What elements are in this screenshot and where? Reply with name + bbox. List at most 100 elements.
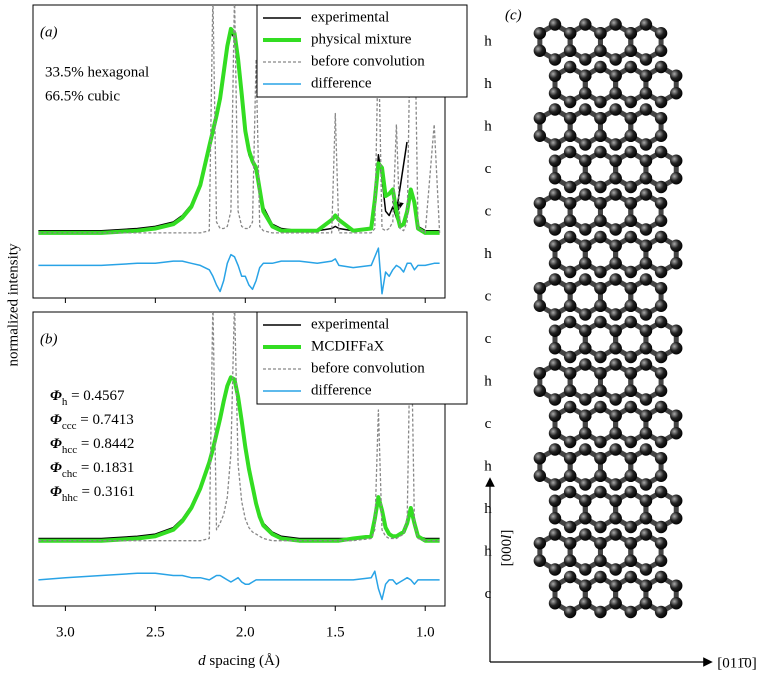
atom xyxy=(654,129,668,142)
atom xyxy=(579,308,592,321)
atom xyxy=(594,282,607,295)
parameter-subscript: hcc xyxy=(62,444,77,456)
atom xyxy=(654,485,668,499)
stacking-label: h xyxy=(484,76,492,92)
atom xyxy=(609,239,622,252)
atom xyxy=(654,282,668,295)
atom xyxy=(609,597,622,610)
atom xyxy=(594,367,607,380)
atom xyxy=(624,95,637,109)
x-tick-label: 3.0 xyxy=(56,624,75,640)
atom xyxy=(548,393,562,406)
atom xyxy=(639,154,653,167)
atom xyxy=(579,494,592,507)
atom xyxy=(548,579,562,592)
atom xyxy=(533,469,547,482)
axis-label: [011̄0] xyxy=(717,655,756,671)
atom xyxy=(594,129,607,142)
atom xyxy=(639,494,653,507)
atom xyxy=(579,239,592,252)
parameter-symbol: Φ xyxy=(50,484,62,500)
atom xyxy=(533,537,547,550)
atom xyxy=(609,478,622,491)
atom xyxy=(654,469,668,482)
parameter-subscript: h xyxy=(62,396,68,408)
atom xyxy=(654,112,668,125)
atom xyxy=(533,452,547,465)
atom xyxy=(609,494,622,507)
atom xyxy=(548,342,562,355)
atom xyxy=(548,18,562,31)
atom xyxy=(654,350,668,364)
annotation: 33.5% hexagonal xyxy=(45,64,149,80)
atom xyxy=(654,537,668,550)
atom xyxy=(548,223,562,236)
atom xyxy=(624,27,637,40)
parameter-subscript: ccc xyxy=(62,420,77,432)
parameter-value: = 0.1831 xyxy=(77,460,134,476)
atom xyxy=(548,478,562,491)
atom xyxy=(594,112,607,125)
atom xyxy=(670,69,683,82)
atom xyxy=(579,273,592,286)
atom xyxy=(563,554,577,567)
atom xyxy=(548,53,562,66)
atom xyxy=(639,308,653,321)
crystal-lattice xyxy=(533,18,683,619)
atom xyxy=(533,384,547,397)
atom xyxy=(639,103,653,116)
atom xyxy=(639,223,653,236)
atom xyxy=(548,528,562,541)
series-line xyxy=(38,375,440,543)
atom xyxy=(670,324,683,337)
atom xyxy=(548,257,562,270)
legend-label: difference xyxy=(311,75,372,91)
atom xyxy=(548,87,562,100)
atom xyxy=(639,358,653,371)
atom xyxy=(548,409,562,422)
atom xyxy=(609,53,622,66)
atom xyxy=(579,528,592,541)
legend-label: physical mixture xyxy=(311,31,412,47)
atom xyxy=(594,60,607,74)
atom xyxy=(563,605,577,619)
atom xyxy=(624,180,637,194)
atom xyxy=(579,69,592,82)
atom xyxy=(594,265,607,279)
atom xyxy=(609,188,622,201)
stacking-label: h xyxy=(484,543,492,559)
atom xyxy=(654,230,668,244)
parameter-value: = 0.4567 xyxy=(67,388,125,404)
atom xyxy=(594,452,607,465)
atom xyxy=(594,435,607,449)
parameter-symbol: Φ xyxy=(50,436,62,452)
axis-label-var: l xyxy=(499,535,515,539)
atom xyxy=(624,384,637,397)
atom xyxy=(609,342,622,355)
atom xyxy=(609,18,622,31)
atom xyxy=(548,188,562,201)
atom xyxy=(624,350,637,364)
atom xyxy=(609,528,622,541)
y-axis-label: normalized intensity xyxy=(5,243,21,366)
atom xyxy=(624,129,637,142)
legend-label: experimental xyxy=(311,316,389,332)
atom xyxy=(594,350,607,364)
atom xyxy=(548,239,562,252)
atom xyxy=(579,597,592,610)
atom xyxy=(624,469,637,482)
x-tick-label: 2.5 xyxy=(146,624,165,640)
atom xyxy=(639,257,653,270)
atom xyxy=(579,579,592,592)
atom xyxy=(579,188,592,201)
stacking-label: h xyxy=(484,33,492,49)
atom xyxy=(639,18,653,31)
atom xyxy=(594,197,607,210)
atom xyxy=(563,60,577,74)
atom xyxy=(654,27,668,40)
stacking-label: c xyxy=(485,331,492,347)
atom xyxy=(624,44,637,57)
atom xyxy=(609,257,622,270)
atom xyxy=(639,409,653,422)
atom xyxy=(639,273,653,286)
